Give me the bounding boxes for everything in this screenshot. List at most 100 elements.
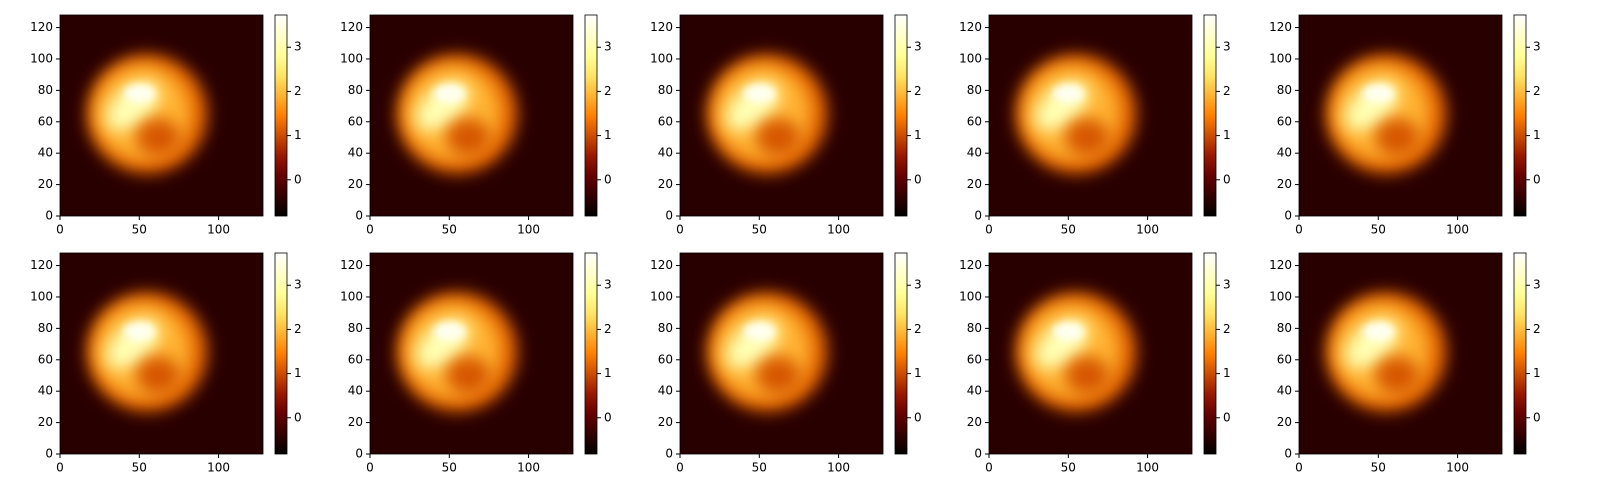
hole (756, 118, 801, 157)
colorbar-tick-label: 0 (1533, 410, 1541, 424)
x-tick-label: 50 (1371, 461, 1386, 475)
y-tick-label: 20 (967, 415, 982, 429)
x-tick-label: 0 (676, 461, 684, 475)
heatmap-image (680, 253, 883, 454)
x-tick-label: 0 (1295, 223, 1303, 237)
heatmap-panel: 0 50 100 0 20 40 60 80 100 120 0 1 2 3 (650, 252, 922, 475)
y-tick-label: 60 (38, 352, 53, 366)
y-tick-label: 120 (650, 20, 673, 34)
heatmap-image (60, 253, 263, 454)
y-tick-label: 60 (967, 114, 982, 128)
colorbar-tick-label: 1 (604, 128, 612, 142)
colorbar-tick-label: 3 (914, 278, 922, 292)
y-tick-label: 20 (1277, 177, 1292, 191)
y-tick-label: 20 (967, 177, 982, 191)
y-tick-label: 100 (340, 51, 363, 65)
bright (743, 322, 776, 341)
colorbar-tick-label: 1 (1223, 366, 1231, 380)
bright (1362, 84, 1395, 103)
hole (446, 356, 491, 395)
x-tick-label: 50 (442, 461, 457, 475)
colorbar-tick-label: 0 (1223, 410, 1231, 424)
x-tick-label: 0 (366, 461, 374, 475)
y-tick-label: 120 (340, 258, 363, 272)
colorbar-tick-label: 0 (294, 172, 302, 186)
y-tick-label: 120 (30, 20, 53, 34)
x-tick-label: 100 (1446, 461, 1469, 475)
y-tick-label: 0 (1284, 209, 1292, 223)
frame (988, 252, 1193, 455)
colorbar (1513, 14, 1527, 217)
y-tick-label: 0 (355, 447, 363, 461)
colorbar-tick-label: 3 (294, 278, 302, 292)
colorbar-tick-label: 2 (1533, 84, 1541, 98)
frame (988, 14, 1193, 217)
x-tick-label: 50 (1061, 223, 1076, 237)
y-tick-label: 120 (1269, 20, 1292, 34)
y-tick-label: 120 (340, 20, 363, 34)
x-tick-label: 0 (56, 223, 64, 237)
y-tick-label: 40 (967, 384, 982, 398)
colorbar (1513, 252, 1527, 455)
y-tick-label: 0 (355, 209, 363, 223)
y-tick-label: 120 (650, 258, 673, 272)
y-tick-label: 20 (658, 177, 673, 191)
x-tick-label: 50 (132, 223, 147, 237)
y-tick-label: 20 (348, 177, 363, 191)
hole (1375, 356, 1420, 395)
bright (123, 322, 156, 341)
x-tick-label: 0 (1295, 461, 1303, 475)
hole (756, 356, 801, 395)
colorbar (584, 14, 598, 217)
heatmap-image (989, 253, 1192, 454)
colorbar-tick-label: 1 (1533, 366, 1541, 380)
y-tick-label: 40 (658, 384, 673, 398)
heatmap-image (680, 15, 883, 216)
colorbar-tick-label: 0 (604, 172, 612, 186)
hole (1065, 356, 1110, 395)
x-tick-label: 100 (517, 223, 540, 237)
x-tick-label: 0 (985, 461, 993, 475)
heatmap-panel: 0 50 100 0 20 40 60 80 100 120 0 1 2 3 (959, 252, 1231, 475)
heatmap-image (370, 15, 573, 216)
frame (1298, 14, 1503, 217)
y-tick-label: 20 (38, 177, 53, 191)
colorbar-tick-label: 3 (914, 40, 922, 54)
y-tick-label: 100 (30, 289, 53, 303)
bright (433, 322, 466, 341)
y-tick-label: 100 (1269, 289, 1292, 303)
y-tick-label: 80 (38, 83, 53, 97)
y-tick-label: 100 (30, 51, 53, 65)
x-tick-label: 50 (132, 461, 147, 475)
y-tick-label: 20 (38, 415, 53, 429)
y-tick-label: 40 (348, 384, 363, 398)
colorbar (1203, 252, 1217, 455)
x-tick-label: 0 (676, 223, 684, 237)
y-tick-label: 20 (1277, 415, 1292, 429)
colorbar-tick-label: 1 (604, 366, 612, 380)
heatmap-image (370, 253, 573, 454)
y-tick-label: 40 (348, 146, 363, 160)
heatmap-image (1299, 15, 1502, 216)
x-tick-label: 100 (827, 461, 850, 475)
colorbar-tick-label: 3 (294, 40, 302, 54)
colorbar-tick-label: 2 (1223, 84, 1231, 98)
y-tick-label: 120 (30, 258, 53, 272)
y-tick-label: 40 (1277, 384, 1292, 398)
hole (136, 356, 181, 395)
y-tick-label: 0 (1284, 447, 1292, 461)
colorbar-tick-label: 3 (604, 278, 612, 292)
colorbar (584, 252, 598, 455)
y-tick-label: 60 (348, 114, 363, 128)
y-tick-label: 0 (665, 209, 673, 223)
hole (1065, 118, 1110, 157)
x-tick-label: 100 (207, 223, 230, 237)
y-tick-label: 100 (340, 289, 363, 303)
y-tick-label: 80 (348, 321, 363, 335)
colorbar-tick-label: 2 (914, 322, 922, 336)
frame (1298, 252, 1503, 455)
heatmap-panel: 0 50 100 0 20 40 60 80 100 120 0 1 2 3 (340, 252, 612, 475)
y-tick-label: 100 (959, 51, 982, 65)
colorbar-tick-label: 2 (914, 84, 922, 98)
